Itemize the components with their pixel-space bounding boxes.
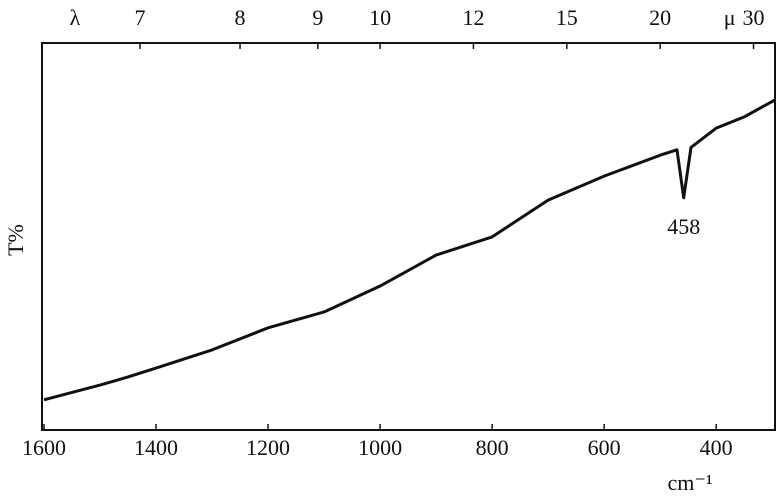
x-tick-label: 1000: [358, 435, 402, 460]
top-tick-label: 10: [369, 5, 391, 30]
top-tick-label: 12: [462, 5, 484, 30]
x-tick-label: 1200: [246, 435, 290, 460]
top-tick-label: 8: [235, 5, 246, 30]
plot-frame: [41, 42, 776, 431]
x-tick-label: 1600: [22, 435, 66, 460]
peak-label: 458: [667, 214, 700, 239]
spectrum-line: [43, 98, 776, 402]
top-tick-label: 20: [649, 5, 671, 30]
top-axis-unit: μ: [724, 5, 736, 30]
x-tick-label: 400: [700, 435, 733, 460]
top-tick-label: 15: [556, 5, 578, 30]
x-tick-label: 1400: [134, 435, 178, 460]
top-tick-label: 7: [135, 5, 146, 30]
x-tick-label: 600: [588, 435, 621, 460]
top-tick-label: 9: [312, 5, 323, 30]
top-tick-label: 30: [743, 5, 765, 30]
y-axis-label: T%: [3, 224, 28, 256]
top-axis-symbol: λ: [70, 5, 81, 30]
x-axis-label: cm⁻¹: [667, 470, 712, 495]
x-tick-label: 800: [476, 435, 509, 460]
